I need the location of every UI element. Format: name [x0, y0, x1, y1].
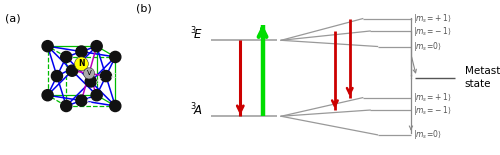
Text: $^3\!E$: $^3\!E$	[190, 26, 203, 42]
Text: C: C	[96, 80, 100, 85]
Text: $|m_s\!=\!+1\rangle$: $|m_s\!=\!+1\rangle$	[413, 12, 451, 25]
Text: $|m_s\!=\!0\rangle$: $|m_s\!=\!0\rangle$	[413, 40, 442, 53]
Text: C: C	[96, 78, 101, 84]
Text: V: V	[86, 70, 92, 76]
Circle shape	[60, 100, 72, 112]
Text: Metastable: Metastable	[465, 66, 500, 76]
Circle shape	[42, 41, 53, 52]
Text: $|m_s\!=\!+1\rangle$: $|m_s\!=\!+1\rangle$	[413, 91, 451, 104]
Text: C: C	[87, 98, 92, 104]
Circle shape	[85, 76, 96, 87]
Circle shape	[52, 71, 62, 82]
Text: C: C	[86, 99, 91, 104]
Text: $|m_s\!=\!0\rangle$: $|m_s\!=\!0\rangle$	[413, 128, 442, 141]
Circle shape	[42, 90, 53, 101]
Circle shape	[110, 100, 121, 112]
Text: state: state	[465, 79, 491, 89]
Circle shape	[110, 51, 121, 62]
Circle shape	[76, 46, 87, 57]
Circle shape	[76, 95, 87, 106]
Text: N: N	[78, 59, 84, 68]
Text: $|m_s\!=\!-1\rangle$: $|m_s\!=\!-1\rangle$	[413, 24, 451, 38]
Circle shape	[74, 57, 88, 71]
Text: (b): (b)	[136, 3, 152, 13]
Text: (a): (a)	[6, 14, 21, 24]
Text: C: C	[111, 75, 116, 80]
Circle shape	[100, 71, 112, 82]
Text: $|m_s\!=\!-1\rangle$: $|m_s\!=\!-1\rangle$	[413, 104, 451, 117]
Circle shape	[84, 68, 94, 79]
Circle shape	[60, 51, 72, 62]
Text: C: C	[112, 73, 116, 79]
Text: $^3\!A$: $^3\!A$	[190, 102, 203, 118]
Circle shape	[91, 90, 102, 101]
Circle shape	[66, 65, 78, 76]
Circle shape	[91, 41, 102, 52]
